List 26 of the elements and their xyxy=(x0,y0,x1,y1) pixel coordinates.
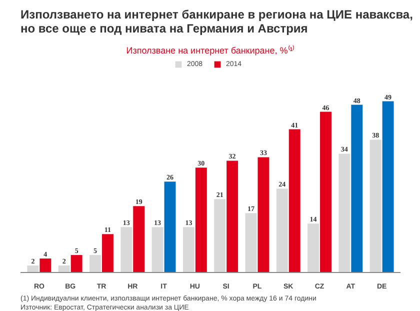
bar xyxy=(40,258,52,272)
bar xyxy=(288,129,300,272)
bar xyxy=(164,182,176,272)
bar xyxy=(120,227,132,272)
bar xyxy=(382,101,394,272)
bar xyxy=(320,112,332,272)
bar xyxy=(351,104,363,272)
bar xyxy=(258,157,270,272)
bar xyxy=(152,227,164,272)
bar xyxy=(102,234,114,272)
bar xyxy=(90,255,101,272)
bar xyxy=(214,199,226,272)
bar xyxy=(58,266,70,272)
bar xyxy=(133,206,145,272)
bar xyxy=(245,213,257,272)
bar xyxy=(70,255,82,272)
bar xyxy=(226,160,238,272)
chart-subtitle: Използване на интернет банкиране, %⁽¹⁾ xyxy=(126,44,295,56)
chart-title: Използването на интернет банкиране в региона на ЦИЕ наваксва, но все още е под нивата на Германия и Австрия xyxy=(20,8,413,36)
bar xyxy=(182,227,194,272)
bar xyxy=(276,188,288,272)
bar xyxy=(308,224,320,272)
bar xyxy=(27,266,39,272)
bar xyxy=(195,168,207,272)
bar xyxy=(338,154,350,272)
bar xyxy=(370,140,382,272)
